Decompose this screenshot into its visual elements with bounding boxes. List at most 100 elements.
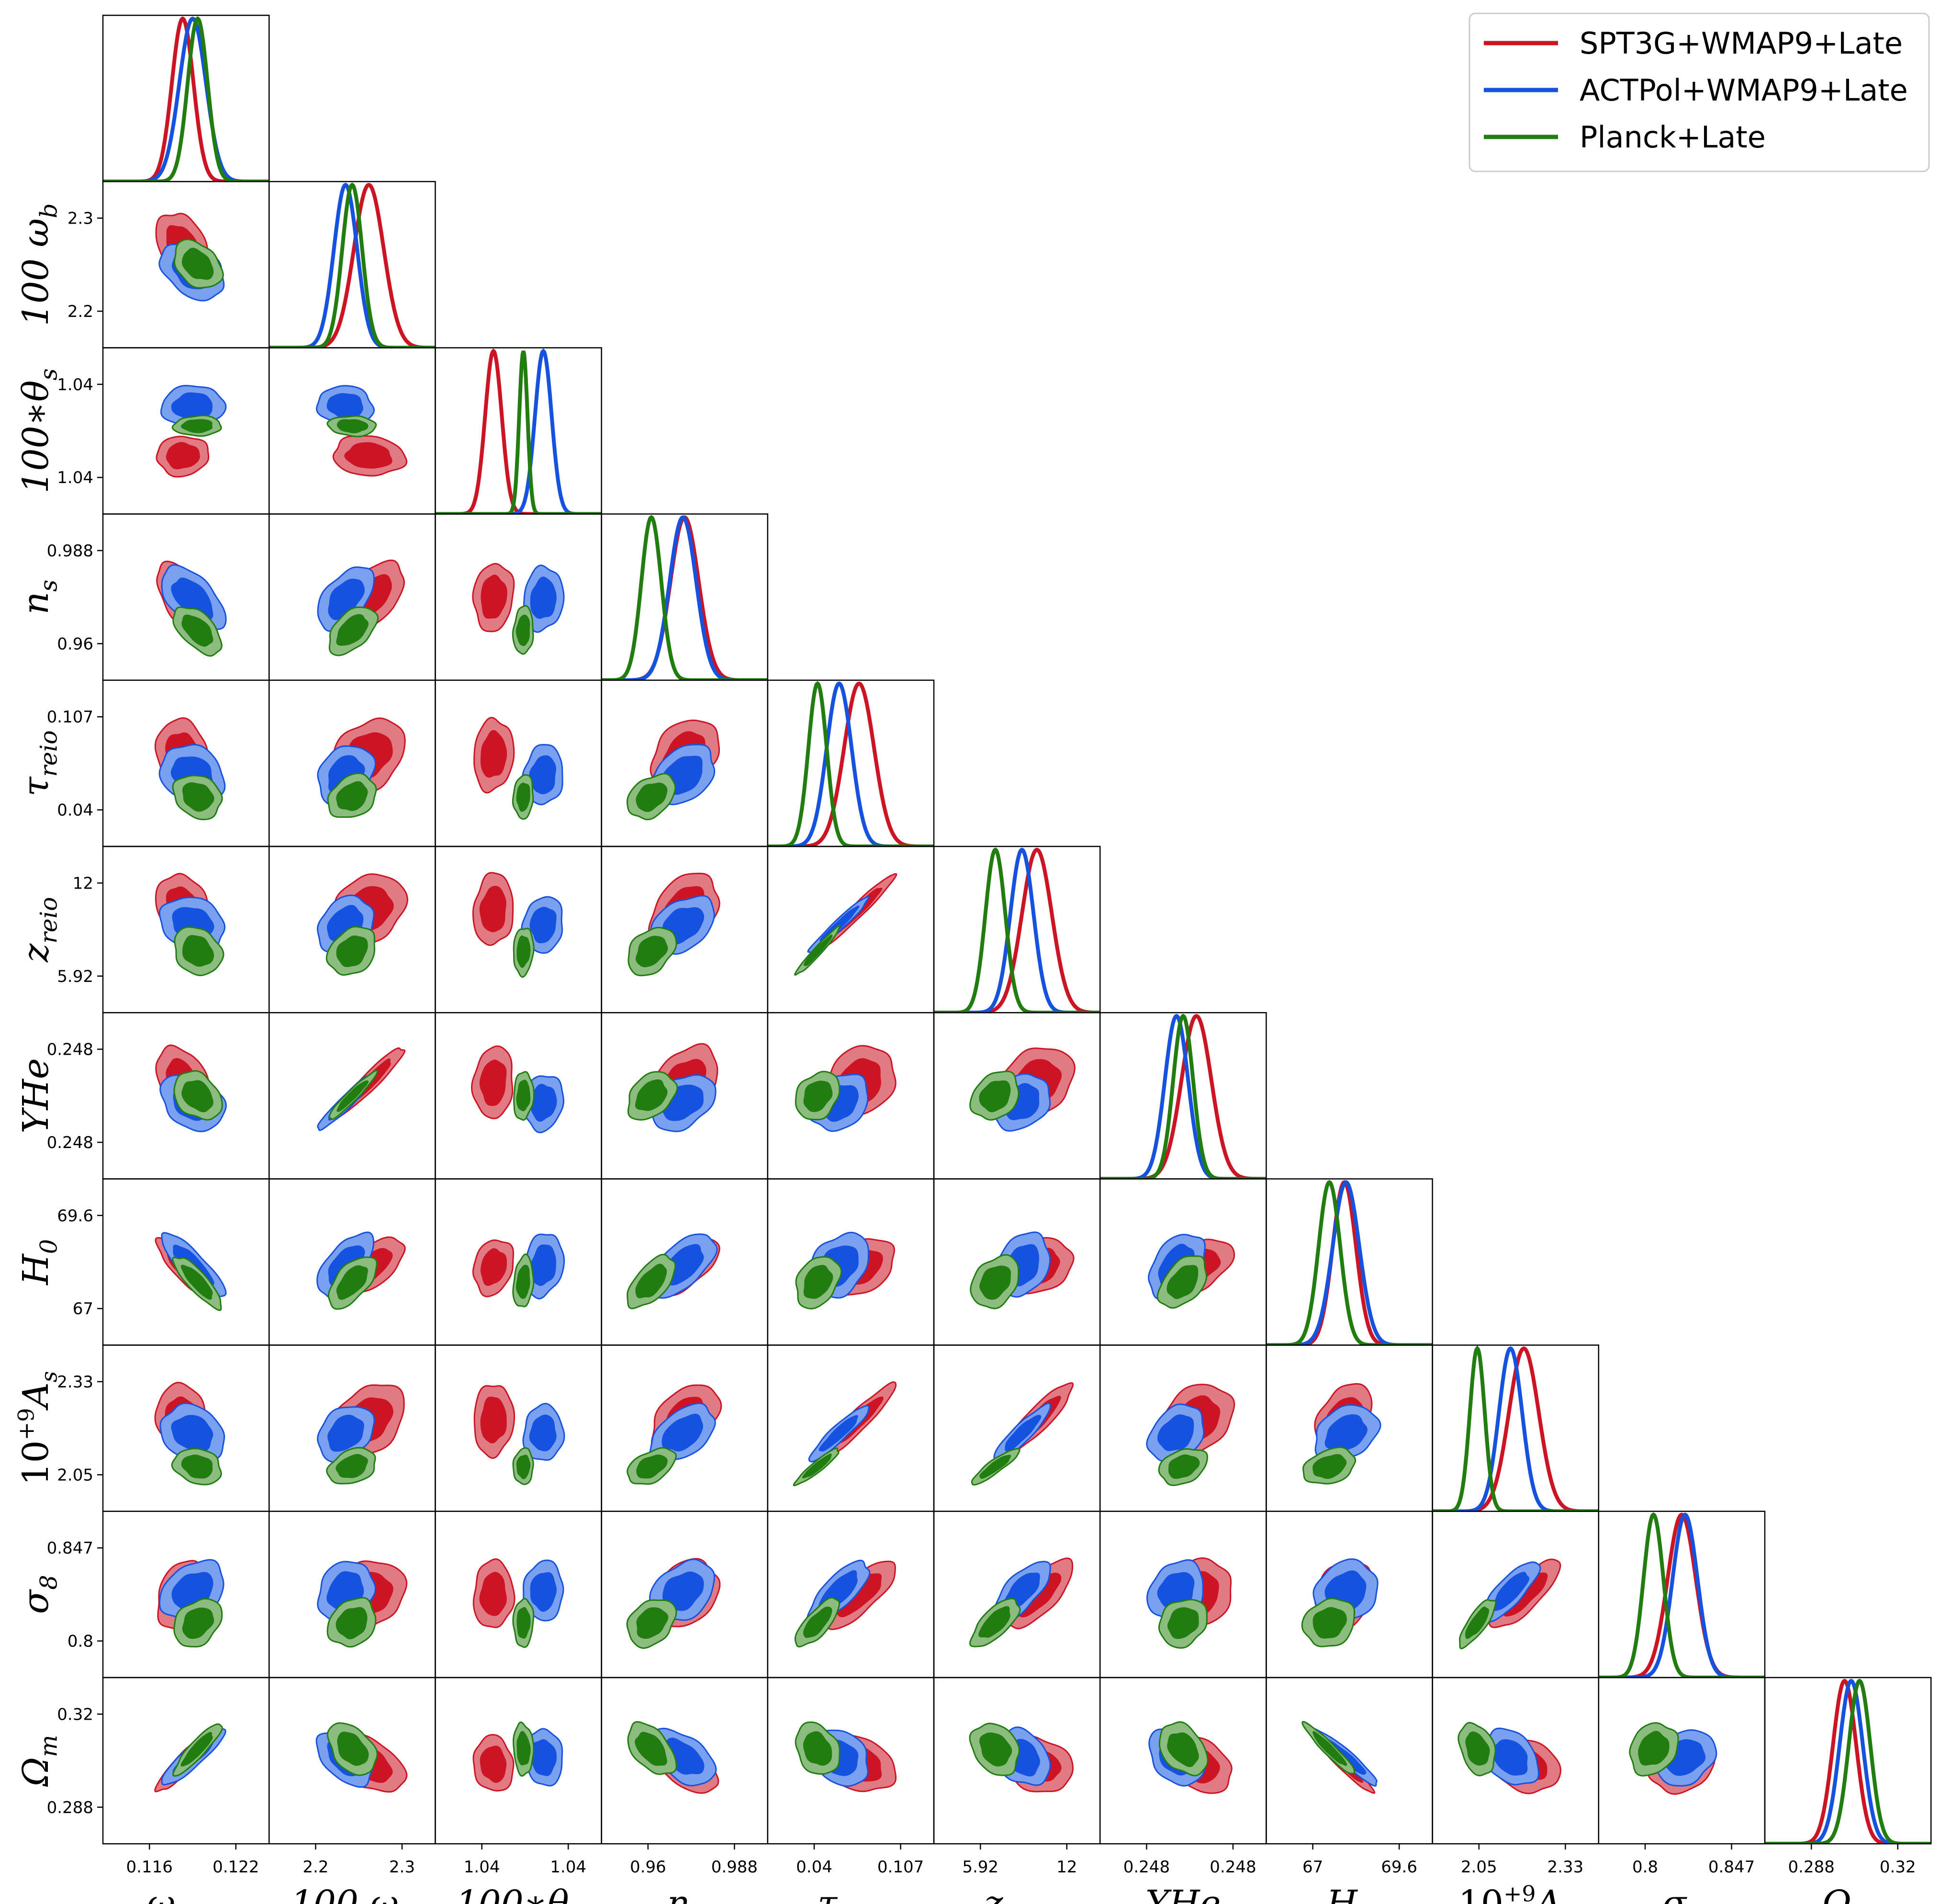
panel-Omega_m-vs-omega_b <box>315 1722 408 1793</box>
y-axis-label-A_s: 10+9As <box>13 1371 62 1486</box>
panel-frame <box>767 845 935 1014</box>
panel-sigma8-vs-tau_reio <box>794 1559 896 1648</box>
panel-Omega_m-vs-H0 <box>1301 1721 1378 1794</box>
contour-68-spt <box>480 1746 507 1783</box>
contour-68-planck <box>1465 1731 1490 1766</box>
marginal-curve-planck-sigma8 <box>1598 1512 1765 1678</box>
contour-68-planck <box>181 614 213 647</box>
contour-68-act <box>529 1244 556 1286</box>
panel-H0-vs-theta_s <box>472 1233 565 1307</box>
x-tick-label-z_reio-1: 12 <box>1056 1858 1077 1877</box>
contour-68-act <box>530 1572 557 1612</box>
contour-68-planck <box>516 935 531 968</box>
y-tick-label-Omega_m-1: 0.288 <box>47 1798 93 1817</box>
contour-68-spt <box>481 575 507 619</box>
contour-68-planck <box>1312 1607 1347 1639</box>
y-tick-label-A_s-1: 2.05 <box>57 1465 93 1485</box>
contour-68-planck <box>336 935 368 968</box>
marginal-curve-planck-YHe <box>1100 1014 1267 1179</box>
panel-sigma8-vs-H0 <box>1301 1558 1379 1647</box>
y-tick-label-n_s-1: 0.96 <box>57 634 93 653</box>
legend-box <box>1469 12 1930 172</box>
panel-Omega_m-vs-theta_s <box>472 1721 563 1792</box>
x-axis-label-A_s: 10+9As <box>1458 1881 1573 1904</box>
contour-68-planck <box>635 935 668 968</box>
panel-Omega_m-vs-A_s <box>1458 1722 1561 1794</box>
panel-Omega_m-vs-z_reio <box>969 1723 1074 1792</box>
panel-tau_reio-vs-omega_b <box>317 717 406 818</box>
marginal-curve-act-YHe <box>1100 1014 1267 1179</box>
y-axis-label-Omega_m: Ωm <box>15 1735 63 1787</box>
panel-omega_cdm-vs-omega_cdm <box>103 16 269 182</box>
contour-68-planck <box>337 1731 369 1766</box>
panel-sigma8-vs-A_s <box>1459 1558 1561 1650</box>
contour-68-planck <box>802 1453 832 1479</box>
panel-z_reio-vs-omega_b <box>316 873 408 976</box>
marginal-curve-spt-YHe <box>1100 1014 1267 1179</box>
panel-z_reio-vs-n_s <box>628 872 720 977</box>
contour-68-act <box>171 1415 213 1452</box>
x-tick-label-theta_s-0: 1.04 <box>464 1858 500 1877</box>
panel-sigma8-vs-omega_b <box>317 1560 408 1648</box>
y-tick-label-Omega_m-0: 0.32 <box>57 1705 93 1724</box>
x-tick-label-omega_cdm-0: 0.116 <box>126 1858 173 1877</box>
panel-omega_b-vs-omega_cdm <box>155 213 225 302</box>
contour-68-act <box>1005 1415 1042 1452</box>
panel-n_s-vs-omega_cdm <box>156 560 227 657</box>
contour-68-planck <box>1166 1265 1199 1299</box>
panel-n_s-vs-theta_s <box>472 563 565 655</box>
panel-Omega_m-vs-omega_cdm <box>154 1723 226 1792</box>
contour-68-planck <box>1312 1731 1347 1766</box>
contour-68-planck <box>803 1265 833 1299</box>
panel-omega_b-vs-omega_b <box>269 182 436 348</box>
contour-68-planck <box>1312 1454 1347 1479</box>
panel-YHe-vs-theta_s <box>471 1045 565 1134</box>
x-tick-label-z_reio-0: 5.92 <box>962 1858 998 1877</box>
y-tick-label-z_reio-1: 5.92 <box>57 967 93 986</box>
marginal-curve-spt-H0 <box>1266 1180 1433 1345</box>
panel-A_s-vs-theta_s <box>473 1385 565 1485</box>
contour-68-act <box>529 907 557 944</box>
panel-H0-vs-z_reio <box>970 1231 1075 1309</box>
panel-tau_reio-vs-n_s <box>626 719 720 821</box>
x-tick-label-n_s-1: 0.988 <box>711 1858 758 1877</box>
y-tick-label-theta_s-0: 1.04 <box>57 375 93 394</box>
panel-A_s-vs-YHe <box>1146 1384 1235 1487</box>
x-tick-label-Omega_m-1: 0.32 <box>1880 1858 1916 1877</box>
marginal-curve-spt-n_s <box>601 515 768 680</box>
contour-68-planck <box>336 1607 368 1640</box>
contour-68-spt <box>479 1059 507 1106</box>
y-tick-label-n_s-0: 0.988 <box>47 541 93 561</box>
contour-68-planck <box>979 1732 1012 1767</box>
marginal-curve-planck-Omega_m <box>1765 1679 1931 1844</box>
contour-68-spt <box>479 1572 507 1616</box>
panel-YHe-vs-n_s <box>627 1043 718 1132</box>
y-tick-label-sigma8-0: 0.847 <box>47 1539 93 1558</box>
contour-68-spt <box>344 442 392 469</box>
contour-68-planck <box>636 1454 668 1479</box>
panel-Omega_m-vs-Omega_m <box>1765 1679 1931 1844</box>
panel-theta_s-vs-theta_s <box>435 348 602 514</box>
contour-68-act <box>327 1415 364 1452</box>
x-tick-label-YHe-1: 0.248 <box>1210 1858 1256 1877</box>
x-tick-label-theta_s-1: 1.04 <box>550 1858 586 1877</box>
x-tick-label-tau_reio-0: 0.04 <box>796 1858 832 1877</box>
marginal-curve-spt-sigma8 <box>1598 1512 1765 1678</box>
legend: SPT3G+WMAP9+Late ACTPol+WMAP9+Late Planck+… <box>1469 12 1930 172</box>
panel-n_s-vs-n_s <box>601 515 768 680</box>
y-tick-label-tau_reio-1: 0.04 <box>57 801 93 820</box>
panel-A_s-vs-H0 <box>1302 1383 1381 1485</box>
contour-68-planck <box>1168 1454 1200 1479</box>
panel-YHe-vs-YHe <box>1100 1014 1267 1179</box>
y-axis-label-YHe: YHe <box>15 1058 56 1133</box>
y-tick-label-z_reio-0: 12 <box>73 874 93 893</box>
y-tick-label-YHe-1: 0.248 <box>47 1133 93 1152</box>
contour-68-act <box>530 576 557 619</box>
panel-tau_reio-vs-omega_cdm <box>154 717 226 821</box>
panel-theta_s-vs-omega_cdm <box>156 384 227 478</box>
panel-A_s-vs-omega_b <box>317 1384 405 1485</box>
panel-YHe-vs-tau_reio <box>795 1045 897 1132</box>
panel-YHe-vs-omega_cdm <box>155 1044 227 1132</box>
panel-YHe-vs-omega_b <box>317 1047 405 1131</box>
contour-68-planck <box>336 1453 368 1478</box>
